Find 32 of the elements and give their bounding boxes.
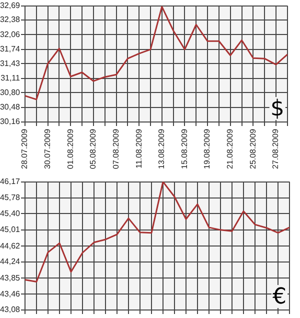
- annotation: $: [270, 96, 284, 122]
- y-tick-label: 31,74: [0, 44, 21, 54]
- y-tick-label: 44,62: [0, 241, 21, 250]
- y-tick-label: 32,69: [0, 1, 21, 10]
- x-tick-label: 28.07.2009: [20, 128, 30, 170]
- x-tick-label: 19.08.2009: [202, 128, 212, 170]
- x-tick-label: 05.08.2009: [88, 128, 98, 170]
- x-tick-label: 13.08.2009: [157, 128, 166, 170]
- y-tick-label: 31,43: [0, 58, 21, 68]
- x-tick-label: 27.08.2009: [271, 128, 280, 170]
- y-tick-label: 43,46: [0, 289, 21, 298]
- y-tick-label: 32,38: [0, 15, 21, 24]
- y-tick-label: 30,48: [0, 102, 21, 112]
- y-tick-label: 43,08: [0, 305, 21, 314]
- y-tick-label: 45,01: [0, 225, 21, 234]
- x-tick-label: 21.08.2009: [226, 128, 235, 170]
- annotation: €: [272, 284, 286, 310]
- y-tick-label: 45,40: [0, 208, 21, 218]
- x-tick-label: 01.08.2009: [66, 128, 75, 170]
- x-tick-label: 25.08.2009: [248, 128, 258, 170]
- y-tick-label: 44,24: [0, 257, 21, 266]
- x-tick-label: 15.08.2009: [180, 128, 189, 170]
- y-tick-label: 43,85: [0, 273, 21, 282]
- y-tick-label: 31,11: [0, 74, 21, 83]
- y-tick-label: 45,78: [0, 193, 21, 202]
- y-tick-label: 32,06: [0, 30, 21, 39]
- y-tick-label: 46,17: [0, 177, 21, 186]
- x-tick-label: 11.08.2009: [134, 128, 144, 168]
- y-tick-label: 30,16: [0, 117, 21, 126]
- x-tick-label: 07.08.2009: [111, 128, 120, 170]
- y-tick-label: 30,80: [0, 88, 21, 97]
- x-tick-label: 30.07.2009: [43, 128, 52, 170]
